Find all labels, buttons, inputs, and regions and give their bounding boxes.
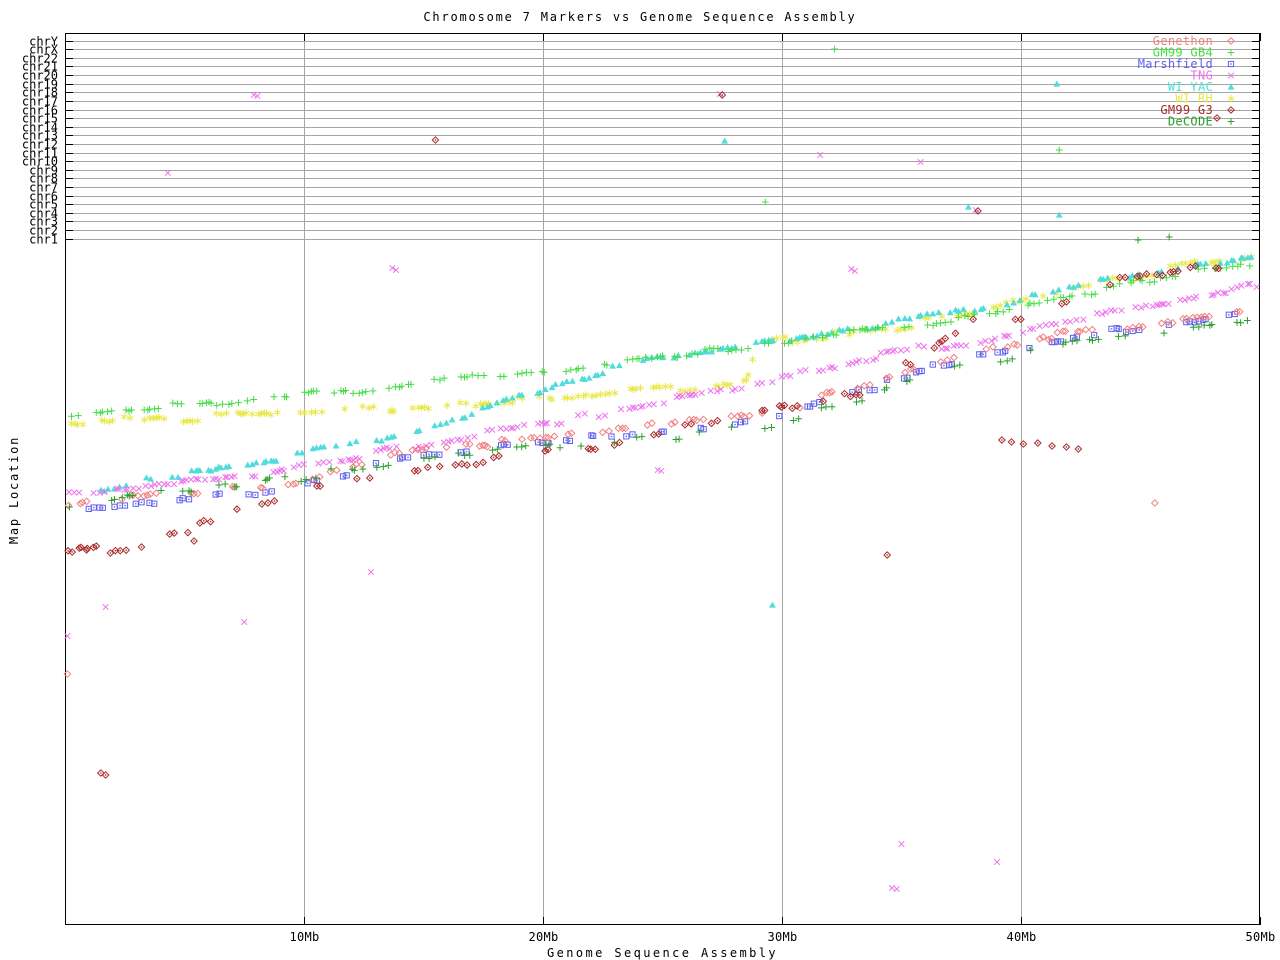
y-tick-label-chr16: chr16 [22,104,58,118]
x-tick-label-40Mb: 40Mb [1006,930,1036,944]
y-tick-label-chr8: chr8 [29,172,58,186]
y-axis-label: Map Location [7,435,21,545]
series-gm99-g3 [64,91,1223,779]
y-tick-label-chr20: chr20 [22,69,58,83]
plot-border [65,33,1260,925]
y-tick-label-chr2: chr2 [29,224,58,238]
y-tick-label-chr10: chr10 [22,155,58,169]
series-decode [66,233,1251,511]
legend-label: DeCODE [1168,115,1213,129]
x-tick-labels: 10Mb 20Mb 30Mb 40Mb 50Mb [289,930,1275,944]
y-tick-label-chr1: chr1 [29,233,58,247]
x-tick-label-50Mb: 50Mb [1245,930,1275,944]
legend-label: GM99 G3 [1160,103,1213,117]
y-tick-label-chr18: chr18 [22,86,58,100]
x-tick-label-20Mb: 20Mb [528,930,558,944]
legend-label: GM99 GB4 [1153,46,1213,60]
legend-item-wi-rh: WI RH [1175,92,1235,106]
series-wi-yac [97,80,1255,608]
legend-item-wi-yac: WI YAC [1168,80,1235,94]
y-tick-label-chr7: chr7 [29,181,58,195]
legend-item-marshfield: Marshfield [1138,57,1235,71]
y-tick-label-chr3: chr3 [29,215,58,229]
y-tick-label-chr22: chr22 [22,52,58,66]
legend-marker-triangle-icon [1227,83,1235,90]
x-tick-label-30Mb: 30Mb [767,930,797,944]
legend-item-gm99-g3: GM99 G3 [1160,103,1235,117]
y-tick-label-chr4: chr4 [29,207,58,221]
legend-label: WI RH [1175,92,1213,106]
series-tng [64,90,1260,893]
legend-marker-cross-icon [1227,72,1235,79]
legend-marker-diamond-dot-icon [1227,106,1235,114]
legend-marker-plus-icon [1227,118,1235,125]
y-tick-label-chr11: chr11 [22,147,58,161]
y-tick-label-chr15: chr15 [22,112,58,126]
series-genethon [63,307,1244,678]
legend-item-decode: DeCODE [1168,115,1235,129]
y-tick-label-chr21: chr21 [22,60,58,74]
y-tick-label-chr14: chr14 [22,121,58,135]
y-tick-label-chr13: chr13 [22,129,58,143]
legend-marker-diamond-open-icon [1227,37,1235,45]
y-tick-label-chr9: chr9 [29,164,58,178]
legend-marker-plus-icon [1227,49,1235,56]
series-gm99-gb4 [68,45,1254,420]
legend-label: TNG [1190,69,1213,83]
y-tick-labels: chrYchrXchr22chr21chr20chr19chr18chr17ch… [22,35,59,247]
y-tick-label-chr5: chr5 [29,198,58,212]
legend-marker-square-dot-icon [1227,60,1235,68]
legend-item-genethon: Genethon [1153,34,1235,48]
series-wi-rh [67,253,1255,429]
chart-title: Chromosome 7 Markers vs Genome Sequence … [423,10,857,24]
x-axis-label: Genome Sequence Assembly [547,946,778,960]
legend-marker-asterisk-icon [1227,94,1235,103]
y-tick-label-chr6: chr6 [29,190,58,204]
legend-label: Marshfield [1138,57,1213,71]
axis-ticks [65,33,1261,925]
legend-item-gm99-gb4: GM99 GB4 [1153,46,1235,60]
legend-label: WI YAC [1168,80,1213,94]
gridlines [65,33,1260,925]
legend-label: Genethon [1153,34,1213,48]
y-tick-label-chr12: chr12 [22,138,58,152]
y-tick-label-chrY: chrY [29,35,59,49]
y-tick-label-chr19: chr19 [22,78,58,92]
y-tick-label-chr17: chr17 [22,95,58,109]
y-tick-label-chrX: chrX [29,43,59,57]
x-tick-label-10Mb: 10Mb [289,930,319,944]
legend-item-tng: TNG [1190,69,1235,83]
